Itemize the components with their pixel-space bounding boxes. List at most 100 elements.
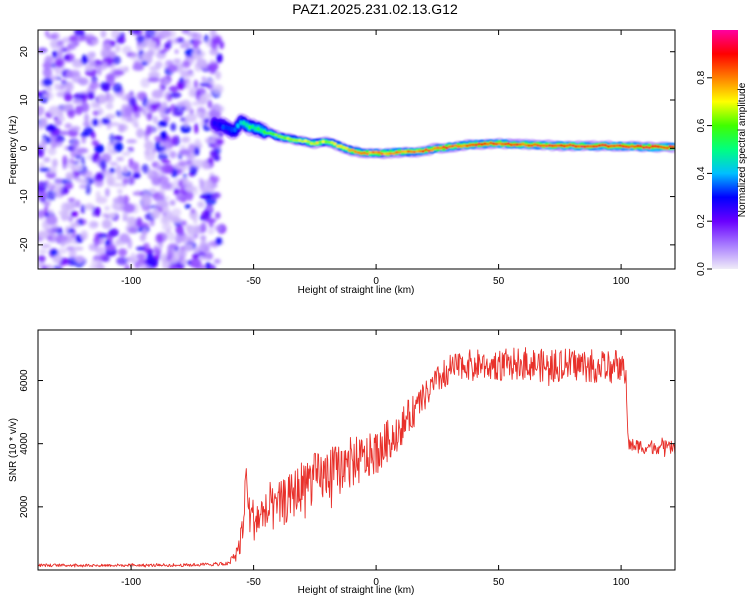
track-blob xyxy=(389,152,393,156)
noise-blob xyxy=(186,159,193,166)
track-blob xyxy=(512,143,516,147)
track-blob xyxy=(615,144,619,148)
noise-blob xyxy=(71,125,81,132)
noise-blob xyxy=(105,93,115,104)
track-blob xyxy=(303,139,308,143)
noise-blob xyxy=(205,179,213,188)
track-blob xyxy=(403,150,408,154)
noise-blob xyxy=(196,58,208,69)
track-blob xyxy=(292,138,296,142)
track-blob xyxy=(353,150,358,154)
noise-blob xyxy=(126,216,137,225)
snr-series xyxy=(38,347,675,568)
noise-blob xyxy=(146,40,157,49)
noise-blob xyxy=(127,146,134,153)
noise-blob xyxy=(181,220,187,226)
snr-line xyxy=(38,347,675,568)
snr-y-label: SNR (10 * v/v) xyxy=(8,418,19,482)
track-blob xyxy=(306,140,311,143)
noise-blob xyxy=(66,70,74,79)
noise-blob xyxy=(107,212,117,219)
track-blob xyxy=(489,141,493,145)
noise-blob xyxy=(169,199,176,206)
noise-blob xyxy=(99,159,107,169)
track-blob xyxy=(277,135,281,138)
noise-blob xyxy=(126,139,138,144)
track-blob xyxy=(271,132,275,136)
track-blob xyxy=(386,152,390,156)
noise-blob xyxy=(129,96,137,107)
noise-blob xyxy=(181,41,188,48)
noise-blob xyxy=(123,106,134,115)
noise-blob xyxy=(94,240,99,247)
noise-blob xyxy=(60,202,70,213)
noise-blob xyxy=(120,111,126,122)
track-blob xyxy=(224,125,228,130)
track-blob xyxy=(371,150,375,154)
snr-panel: -100 -50 0 50 100 2000 4000 6000 Height of str… xyxy=(8,329,676,596)
noise-blob xyxy=(215,105,225,113)
track-blob xyxy=(639,144,643,148)
noise-blob xyxy=(153,115,158,125)
noise-blob xyxy=(56,234,69,242)
noise-blob xyxy=(71,202,77,209)
noise-blob xyxy=(161,159,171,164)
track-blob xyxy=(595,145,599,148)
noise-blob xyxy=(207,228,215,235)
noise-blob xyxy=(181,234,192,245)
noise-blob xyxy=(193,216,198,225)
noise-blob xyxy=(154,61,163,69)
noise-blob xyxy=(84,203,95,211)
noise-blob xyxy=(209,149,218,158)
snr-frame xyxy=(37,329,676,571)
noise-blob xyxy=(143,248,155,254)
track-blob xyxy=(468,143,472,147)
noise-blob xyxy=(113,142,124,153)
noise-blob xyxy=(63,181,74,188)
noise-blob xyxy=(135,91,146,101)
noise-blob xyxy=(208,263,216,269)
noise-blob xyxy=(201,76,207,83)
track-blob xyxy=(377,151,381,154)
track-blob xyxy=(527,144,531,147)
track-blob xyxy=(248,125,252,130)
track-blob xyxy=(289,137,293,141)
noise-blob xyxy=(38,47,48,54)
noise-blob xyxy=(105,102,114,110)
noise-blob xyxy=(45,182,54,188)
track-blob xyxy=(656,145,660,149)
noise-blob xyxy=(185,113,197,123)
x-tick-label: -100 xyxy=(121,577,141,588)
noise-blob xyxy=(101,117,111,125)
track-blob xyxy=(421,149,425,153)
noise-blob xyxy=(90,39,99,45)
y-tick-label: 0 xyxy=(19,145,30,151)
noise-blob xyxy=(74,150,83,156)
noise-blob xyxy=(38,261,42,268)
noise-blob xyxy=(142,227,148,236)
noise-blob xyxy=(71,144,78,151)
noise-blob xyxy=(147,77,160,83)
track-blob xyxy=(218,122,222,128)
noise-blob xyxy=(100,48,110,59)
x-tick-label: 100 xyxy=(613,577,630,588)
track-blob xyxy=(509,143,513,147)
track-blob xyxy=(274,133,278,137)
noise-blob xyxy=(190,208,196,214)
track-blob xyxy=(450,144,455,148)
noise-blob xyxy=(192,159,205,168)
noise-blob xyxy=(42,93,48,99)
track-blob xyxy=(562,144,566,148)
noise-blob xyxy=(162,215,169,224)
noise-blob xyxy=(146,112,153,121)
noise-blob xyxy=(78,179,88,184)
noise-blob xyxy=(90,101,98,109)
noise-blob xyxy=(105,175,117,184)
noise-blob xyxy=(144,140,155,151)
y-tick-label: 4000 xyxy=(19,432,30,455)
noise-blob xyxy=(82,121,91,127)
track-blob xyxy=(356,151,361,155)
noise-blob xyxy=(105,187,110,197)
noise-blob xyxy=(85,184,91,195)
noise-blob xyxy=(67,197,76,203)
